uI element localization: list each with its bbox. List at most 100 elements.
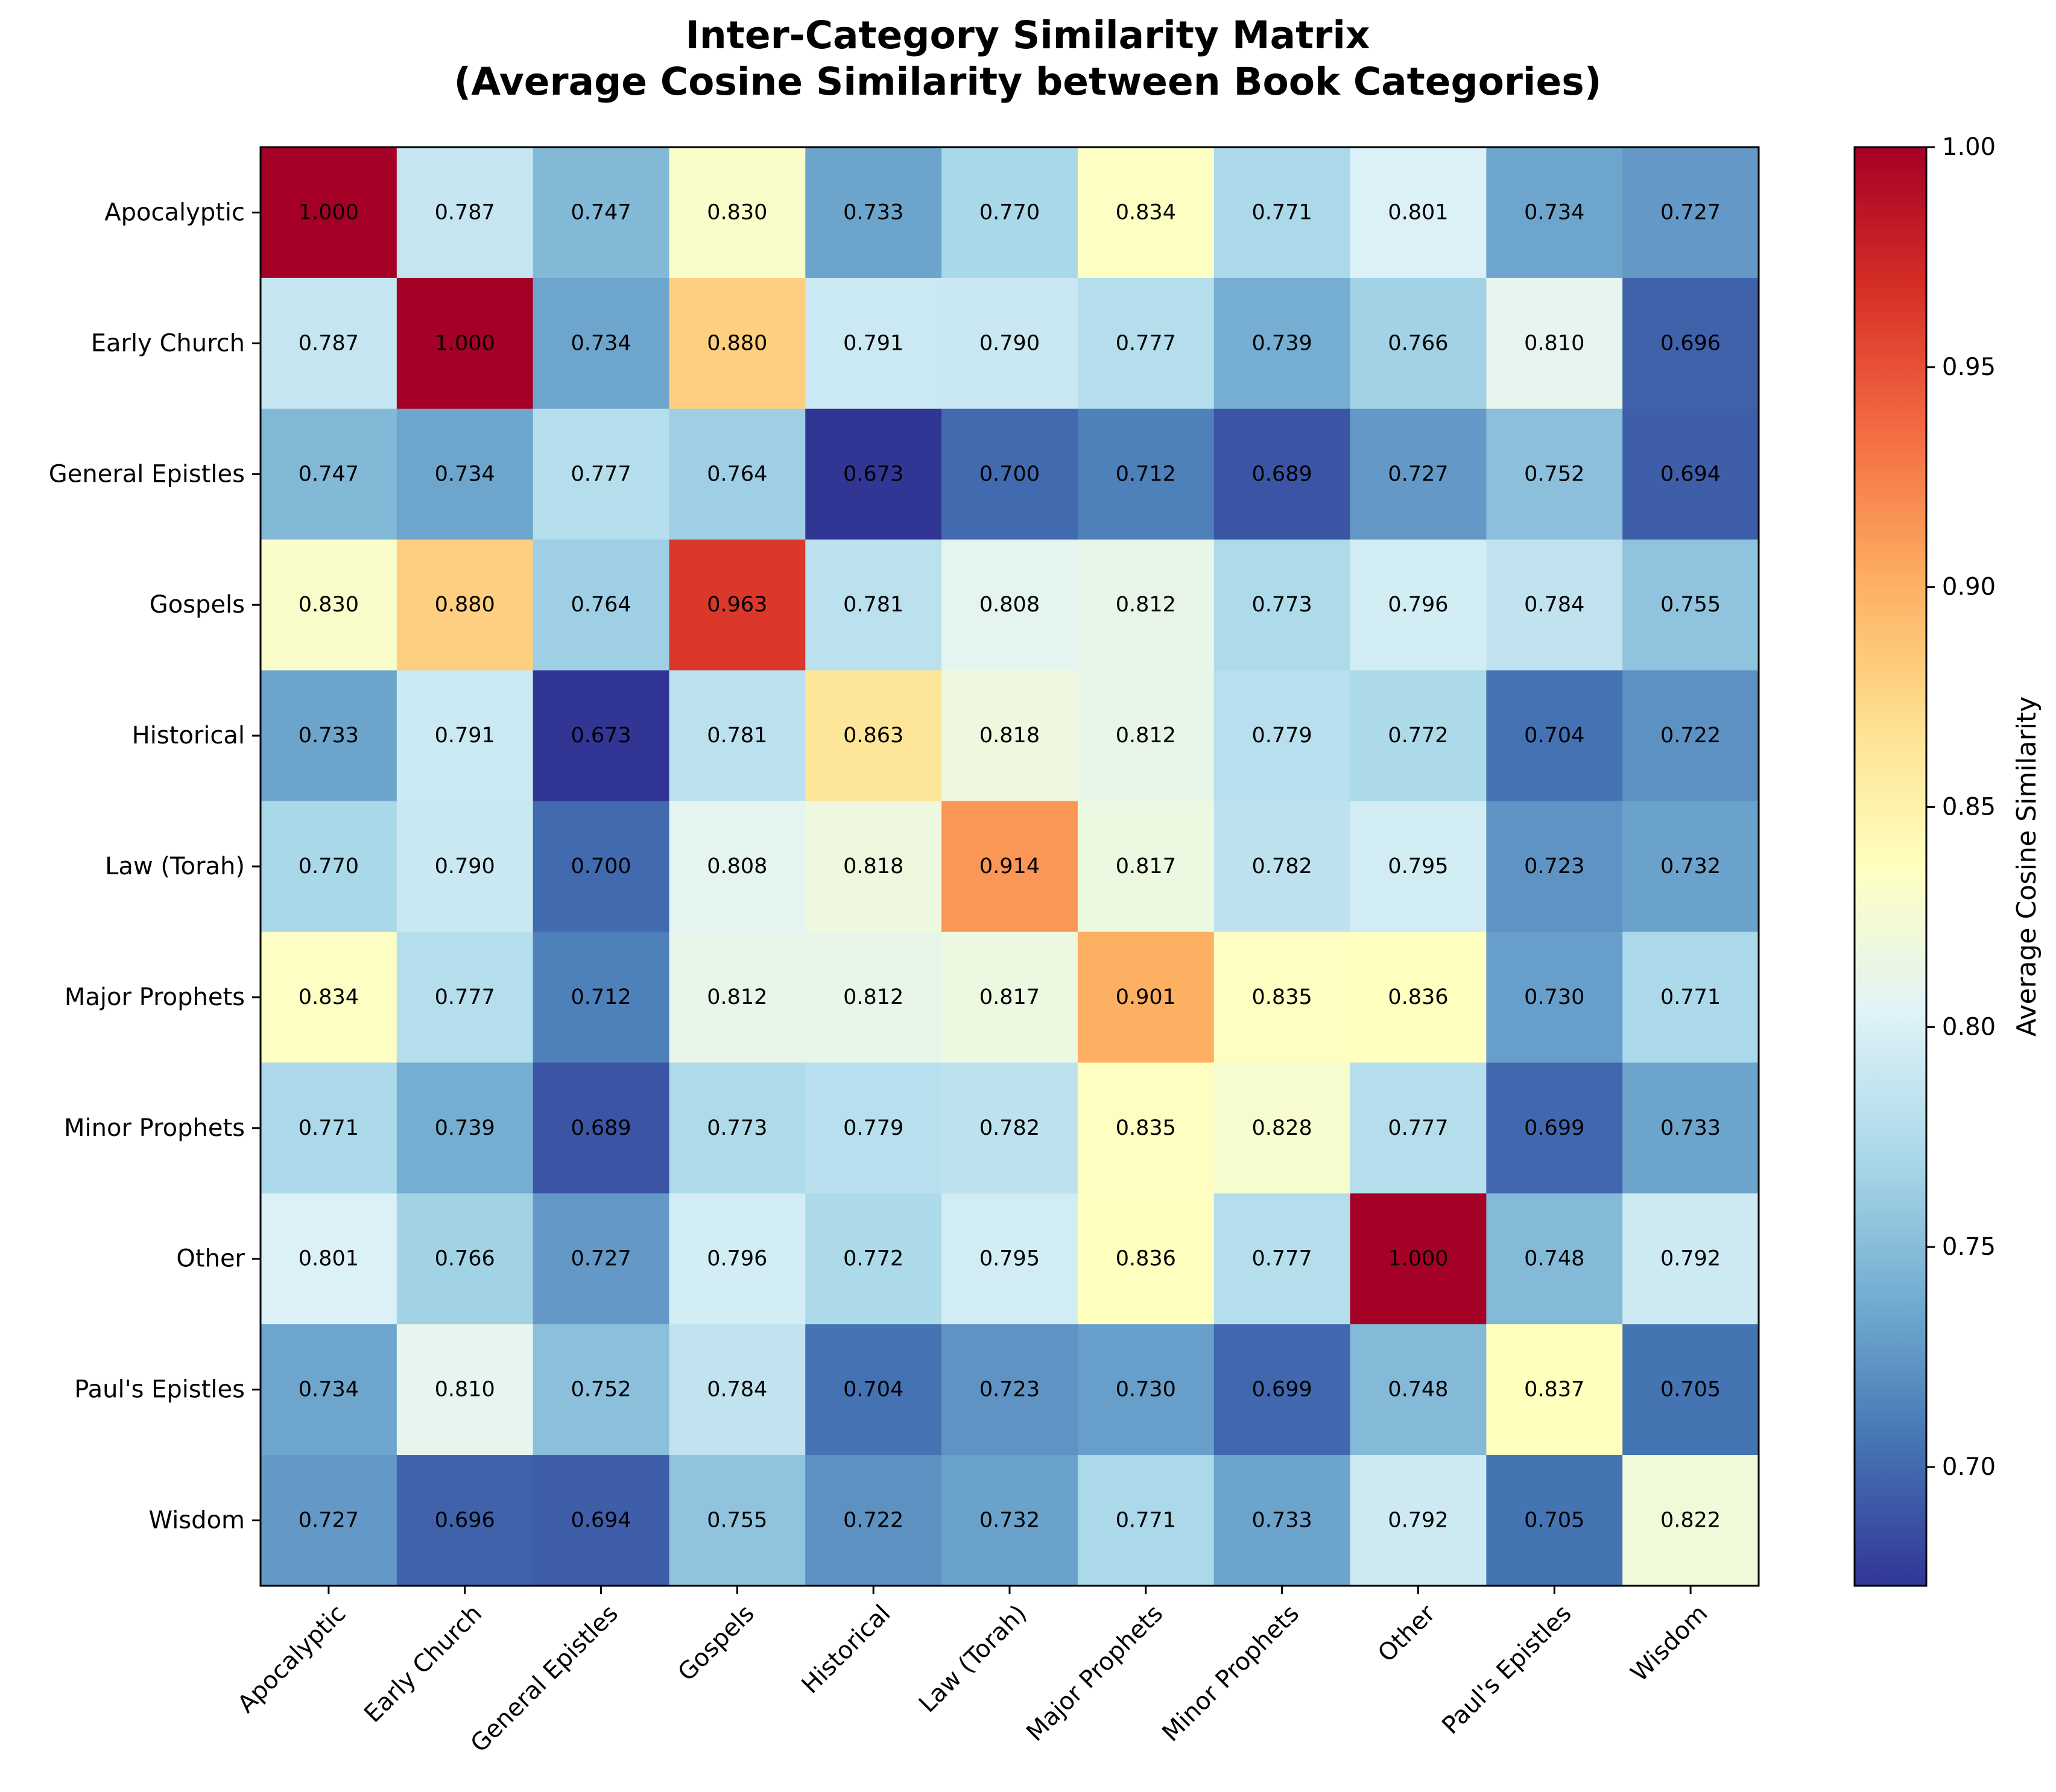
cell-value-label: 0.696: [435, 1509, 495, 1533]
cell-value-label: 0.792: [1660, 1247, 1721, 1271]
cell-value-label: 0.730: [1116, 1378, 1176, 1402]
heatmap-cell: [1486, 408, 1623, 540]
y-tick-label: Gospels: [150, 591, 245, 619]
heatmap-cell: [1486, 1193, 1623, 1325]
cell-value-label: 0.836: [1116, 1247, 1176, 1271]
cell-value-label: 0.748: [1388, 1378, 1448, 1402]
cell-value-label: 0.723: [1524, 854, 1584, 879]
cell-value-label: 0.836: [1388, 985, 1448, 1009]
heatmap-cell: [1213, 408, 1351, 540]
cell-value-label: 0.817: [1116, 854, 1176, 879]
y-axis-ticks: Apocalyptic Early Church General Epistles G…: [49, 198, 261, 1535]
cell-value-label: 0.772: [843, 1247, 903, 1271]
cell-value-label: 0.963: [707, 593, 767, 617]
cell-value-label: 0.700: [979, 462, 1040, 486]
cell-value-label: 1.000: [1388, 1247, 1448, 1271]
cell-value-label: 0.752: [571, 1378, 631, 1402]
cell-value-label: 0.727: [1388, 462, 1448, 486]
cell-value-label: 0.796: [1388, 593, 1448, 617]
heatmap-cell: [669, 1324, 806, 1456]
heatmap-cell: [533, 1062, 670, 1194]
cell-value-label: 0.673: [571, 724, 631, 748]
y-tick-label: Apocalyptic: [104, 198, 245, 226]
cell-value-label: 0.782: [1252, 854, 1312, 879]
cell-value-label: 0.694: [571, 1509, 631, 1533]
cell-value-label: 0.801: [1388, 200, 1448, 224]
x-tick-label: Gospels: [672, 1600, 759, 1686]
heatmap-cell: [1622, 801, 1759, 933]
heatmap-cell: [396, 277, 534, 409]
x-tick-label: Major Prophets: [1021, 1600, 1168, 1747]
heatmap-cell: [941, 932, 1078, 1063]
heatmap-cell: [941, 147, 1078, 279]
cell-value-label: 0.782: [979, 1116, 1040, 1140]
cell-value-label: 1.000: [435, 331, 495, 355]
heatmap-cell: [533, 408, 670, 540]
cell-value-label: 0.732: [1660, 854, 1721, 879]
cell-value-label: 0.812: [1116, 593, 1176, 617]
x-tick-label: General Epistles: [465, 1600, 623, 1758]
heatmap-cell: [1077, 670, 1215, 802]
heatmap-cell: [669, 670, 806, 802]
heatmap-cell: [533, 1324, 670, 1456]
cell-value-label: 0.808: [979, 593, 1040, 617]
cell-value-label: 0.689: [571, 1116, 631, 1140]
cell-value-label: 0.812: [707, 985, 767, 1009]
cell-value-label: 0.790: [979, 331, 1040, 355]
cell-value-label: 0.773: [1252, 593, 1312, 617]
heatmap-cell: [805, 1324, 942, 1456]
cell-value-label: 0.822: [1660, 1509, 1721, 1533]
heatmap-cell: [1213, 1324, 1351, 1456]
heatmap-cell: [1622, 1324, 1759, 1456]
cell-value-label: 0.777: [435, 985, 495, 1009]
heatmap-cell: [1622, 277, 1759, 409]
cell-value-label: 0.777: [1252, 1247, 1312, 1271]
heatmap-cell: [1486, 1455, 1623, 1586]
heatmap-cell: [941, 1062, 1078, 1194]
cell-value-label: 0.723: [979, 1378, 1040, 1402]
cell-value-label: 0.734: [571, 331, 631, 355]
heatmap-cell: [1077, 539, 1215, 671]
heatmap-cell: [1077, 932, 1215, 1063]
cell-value-label: 0.704: [843, 1378, 903, 1402]
y-tick-label: Minor Prophets: [64, 1114, 245, 1142]
cell-value-label: 0.733: [299, 724, 359, 748]
colorbar-tick-label: 0.90: [1942, 573, 1996, 601]
cell-value-label: 0.689: [1252, 462, 1312, 486]
cell-value-label: 0.817: [979, 985, 1040, 1009]
heatmap-cell: [1077, 277, 1215, 409]
colorbar-tick-label: 0.70: [1942, 1453, 1996, 1481]
cell-value-label: 0.792: [1388, 1509, 1448, 1533]
colorbar-tick-label: 1.00: [1942, 133, 1996, 161]
heatmap-cell: [1077, 1324, 1215, 1456]
cell-value-label: 0.834: [1116, 200, 1176, 224]
cell-value-label: 1.000: [299, 200, 359, 224]
cell-value-label: 0.771: [299, 1116, 359, 1140]
cell-value-label: 0.779: [843, 1116, 903, 1140]
heatmap-cell: [1350, 1455, 1487, 1586]
cell-value-label: 0.830: [299, 593, 359, 617]
cell-value-label: 0.779: [1252, 724, 1312, 748]
heatmap-cell: [396, 408, 534, 540]
heatmap-cell: [1350, 1324, 1487, 1456]
cell-value-label: 0.696: [1660, 331, 1721, 355]
heatmap-cell: [1213, 1062, 1351, 1194]
heatmap-cell: [1622, 1062, 1759, 1194]
cell-value-label: 0.747: [571, 200, 631, 224]
heatmap-cell-labels: 1.000 0.787 0.747 0.830 0.733 0.770 0.834 0.771…: [299, 200, 1721, 1532]
heatmap-cell: [396, 1324, 534, 1456]
heatmap-cell: [669, 408, 806, 540]
heatmap-cell: [669, 1193, 806, 1325]
cell-value-label: 0.834: [299, 985, 359, 1009]
cell-value-label: 0.764: [707, 462, 767, 486]
cell-value-label: 0.705: [1660, 1378, 1721, 1402]
cell-value-label: 0.863: [843, 724, 903, 748]
cell-value-label: 0.705: [1524, 1509, 1584, 1533]
heatmap-cell: [805, 670, 942, 802]
heatmap-cell: [1350, 801, 1487, 933]
colorbar-tick-label: 0.75: [1942, 1233, 1996, 1261]
heatmap-cell: [669, 539, 806, 671]
heatmap-cell: [396, 932, 534, 1063]
cell-value-label: 0.818: [843, 854, 903, 879]
